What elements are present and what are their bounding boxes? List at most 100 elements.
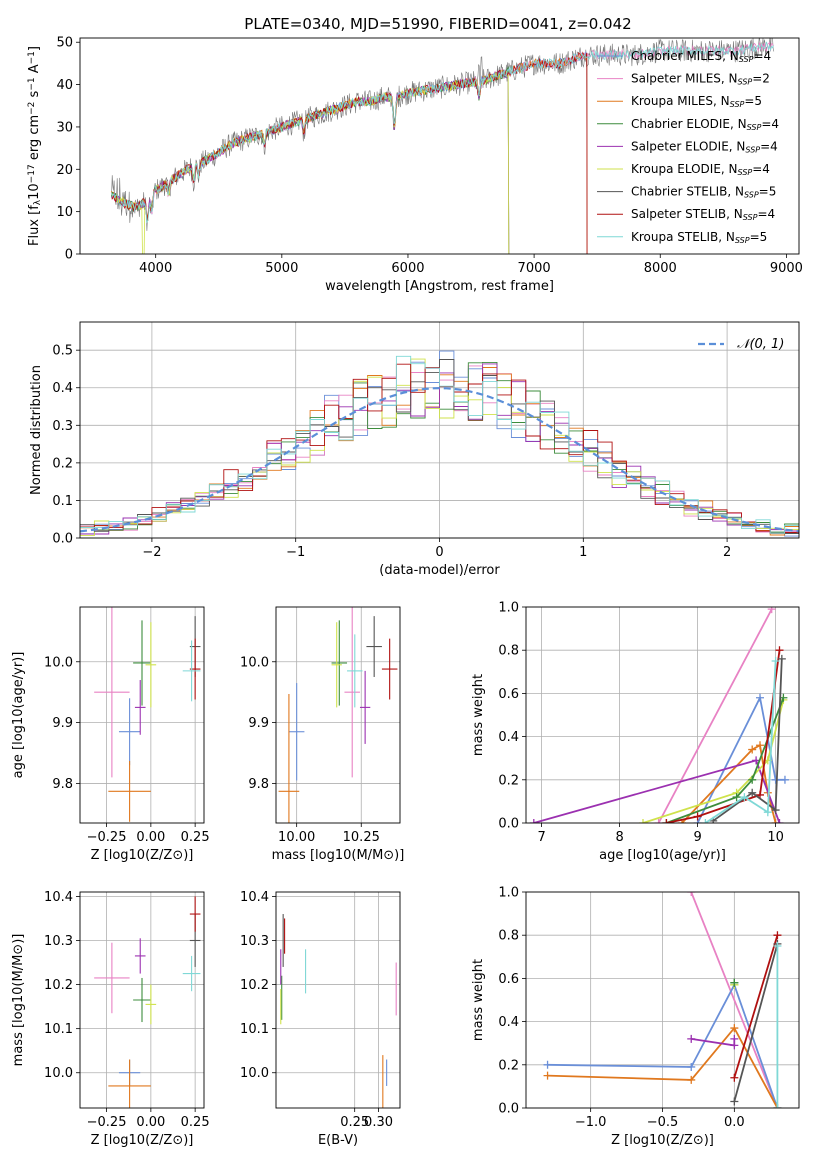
errorbar-point-chabrier_miles — [118, 698, 141, 766]
y-tick-label: 10.1 — [240, 1022, 269, 1037]
legend-normal-label: 𝒩(0, 1) — [737, 337, 784, 352]
mass-weight-marker-chabrier_stelib — [777, 654, 786, 663]
spectrum-model-line-salpeter_elodie — [111, 70, 510, 254]
mass-weight-marker-chabrier_elodie — [730, 978, 739, 987]
x-axis-label: E(B-V) — [318, 1133, 358, 1148]
legend-label-chabrier_stelib: Chabrier STELIB, NSSP=5 — [631, 185, 776, 200]
axes-mass-vs-ebv: 0.250.30 10.0 10.1 10.2 10.3 10.4 E(B-V) — [240, 890, 401, 1148]
spectrum-x-axis-label: wavelength [Angstrom, rest frame] — [325, 279, 554, 294]
normal-curve — [80, 386, 799, 533]
errorbar-point-kroupa_stelib — [182, 955, 201, 992]
y-label-part: −2 — [27, 102, 37, 115]
x-tick-label: 4000 — [139, 261, 172, 276]
x-tick-label: 9000 — [770, 261, 803, 276]
plot-area — [80, 350, 799, 537]
mass-weight-marker-salpeter_stelib — [773, 931, 782, 940]
mass-weight-line-salpeter_stelib — [733, 934, 779, 1079]
legend-label-salpeter_stelib: Salpeter STELIB, NSSP=4 — [631, 207, 775, 222]
spectrum-model-line-chabrier_elodie — [111, 66, 510, 254]
y-tick-label: 10.2 — [240, 978, 269, 993]
y-tick-label: 10.2 — [44, 978, 73, 993]
mass-weight-marker-kroupa_stelib — [740, 793, 749, 802]
mass-weight-marker-kroupa_miles — [771, 819, 780, 823]
spectrum-model-line-chabrier_miles — [111, 51, 588, 254]
mass-weight-marker-chabrier_elodie — [732, 793, 741, 802]
legend-label-suffix: =5 — [744, 94, 762, 108]
x-tick-label: 10.25 — [343, 830, 380, 845]
axes-frame — [79, 321, 800, 539]
mass-weight-line-salpeter_elodie — [691, 1038, 736, 1047]
histogram-chabrier_stelib — [80, 359, 799, 534]
y-label-part: −1 — [27, 77, 37, 90]
legend-label-main: Kroupa ELODIE, N — [631, 162, 738, 176]
figure-title: PLATE=0340, MJD=51990, FIBERID=0041, z=0… — [244, 15, 631, 33]
errorbar-point-kroupa_elodie — [145, 984, 157, 1025]
mass-weight-line-chabrier_miles — [547, 982, 779, 1108]
y-tick-label: 50 — [56, 36, 73, 51]
mass-weight-marker-kroupa_miles — [756, 741, 764, 750]
legend-label-main: Chabrier STELIB, N — [631, 185, 744, 199]
x-tick-label: 10 — [767, 830, 784, 845]
y-tick-label: 30 — [56, 120, 73, 135]
errorbar-point-kroupa_elodie — [331, 622, 342, 708]
axes-mass-vs-Z: −0.25 0.00 0.25 10.0 10.1 10.2 10.3 10.4 Z [log1… — [11, 890, 210, 1148]
plot-area — [280, 914, 397, 1108]
legend-label-salpeter_elodie: Salpeter ELODIE, NSSP=4 — [631, 139, 778, 154]
mass-weight-marker-kroupa_stelib — [771, 657, 780, 665]
x-tick-label: 2 — [723, 545, 731, 560]
spectrum-y-axis-label: Flux [fλ10−17 erg cm−2 s−1 A−1] — [27, 46, 43, 246]
axes-age-vs-mass: 10.00 10.25 9.8 9.9 10.0 mass [log10(M/M⊙)] — [240, 606, 404, 863]
errorbar-point-chabrier_elodie — [133, 620, 151, 706]
y-tick-label: 0.6 — [498, 972, 519, 987]
axes-age-vs-Z: −0.25 0.00 0.25 9.8 9.9 10.0 Z [log10(Z/Z⊙)] ag… — [11, 606, 210, 863]
y-label-part: −17 — [27, 164, 37, 183]
mass-weight-marker-kroupa_miles — [748, 745, 757, 754]
plot-area — [94, 607, 201, 822]
mass-weight-line-salpeter_miles — [657, 608, 773, 823]
axes-frame — [275, 606, 401, 824]
legend-label-sub: SSP — [745, 145, 760, 154]
y-tick-label: 9.9 — [248, 716, 269, 731]
y-tick-label: 10.4 — [44, 890, 73, 905]
y-tick-label: 1.0 — [498, 886, 519, 901]
y-tick-label: 9.9 — [52, 716, 73, 731]
y-label-part: s — [27, 90, 42, 101]
legend-label-main: Chabrier MILES, N — [631, 49, 739, 63]
mass-weight-marker-kroupa_miles — [730, 1024, 739, 1033]
y-tick-label: 0.4 — [52, 381, 73, 396]
y-label-part: λ — [33, 199, 43, 205]
mass-weight-line-kroupa_stelib — [704, 660, 777, 823]
y-label-part: ] — [27, 46, 42, 51]
mass-weight-marker-salpeter_miles — [767, 607, 776, 614]
legend-label-main: Salpeter ELODIE, N — [631, 139, 745, 153]
x-axis-label: age [log10(age/yr)] — [599, 848, 726, 863]
y-label-part: Flux [f — [27, 205, 42, 246]
y-label-part: 10 — [27, 183, 42, 200]
y-tick-label: 10.4 — [240, 890, 269, 905]
y-tick-label: 40 — [56, 78, 73, 93]
x-tick-label: −2 — [142, 545, 161, 560]
histogram-kroupa_elodie — [80, 358, 799, 537]
mass-weight-marker-salpeter_miles — [654, 819, 663, 823]
mass-weight-marker-kroupa_miles — [687, 1075, 696, 1084]
mass-weight-marker-chabrier_miles — [543, 1060, 552, 1069]
y-tick-label: 10.0 — [240, 655, 269, 670]
y-tick-label: 10.1 — [44, 1022, 73, 1037]
errorbar-point-kroupa_stelib — [347, 634, 363, 708]
legend-label-suffix: =4 — [753, 49, 771, 63]
x-tick-label: 7000 — [518, 261, 551, 276]
x-tick-label: 0.30 — [364, 1115, 393, 1130]
y-axis-label: mass [log10(M/M⊙)] — [11, 934, 26, 1067]
axes-mass-weight-vs-age: 7 8 9 10 0.0 0.2 0.4 0.6 0.8 1.0 age [log10(age/yr… — [471, 601, 800, 863]
histogram-y-axis-label: Normed distribution — [29, 365, 44, 495]
x-tick-label: 0 — [435, 545, 443, 560]
spectrum-data-line — [111, 38, 775, 231]
mass-weight-line-kroupa_miles — [547, 1026, 779, 1108]
y-tick-label: 0.6 — [498, 687, 519, 702]
errorbar-point-salpeter_elodie — [134, 680, 146, 735]
mass-weight-marker-chabrier_miles — [687, 1062, 696, 1071]
errorbar-point-salpeter_miles — [344, 607, 360, 778]
errorbar-point-salpeter_stelib — [189, 896, 201, 932]
x-tick-label: −1 — [286, 545, 305, 560]
legend-label-main: Kroupa MILES, N — [631, 94, 730, 108]
